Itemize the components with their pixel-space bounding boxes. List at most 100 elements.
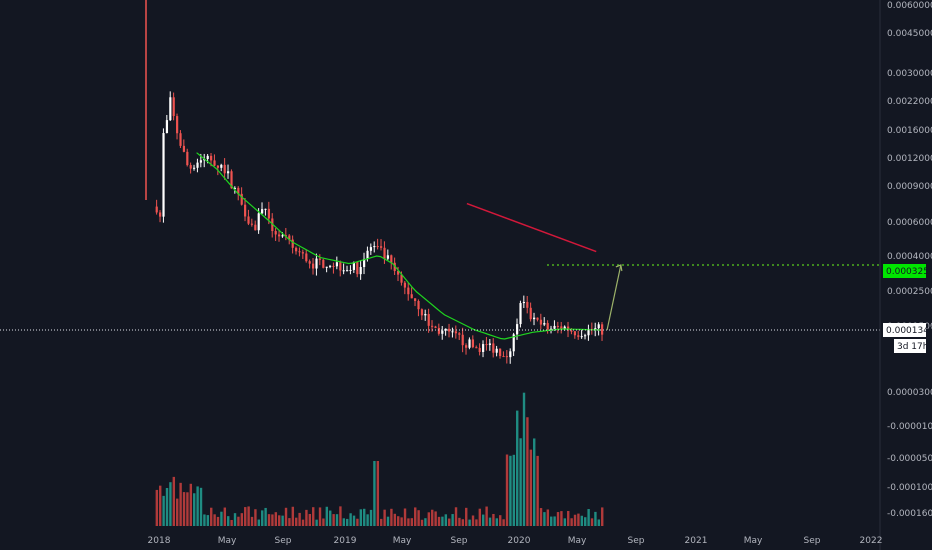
volume-bar bbox=[546, 509, 550, 526]
candle-body bbox=[417, 300, 420, 310]
volume-bar bbox=[346, 518, 349, 526]
candle-body bbox=[482, 344, 485, 352]
time-axis[interactable]: 2018 May Sep 2019 May Sep 2020 May Sep 2021 May Sep… bbox=[148, 536, 883, 546]
volume-bar bbox=[502, 519, 505, 526]
volume-bar bbox=[332, 514, 335, 526]
red-trendline bbox=[466, 202, 597, 253]
candle-body bbox=[522, 301, 526, 304]
candle-body bbox=[342, 270, 345, 272]
volume-bar bbox=[349, 513, 352, 526]
current-price-tag-box bbox=[883, 323, 926, 337]
candle-body bbox=[240, 193, 243, 205]
candle-body bbox=[176, 116, 179, 134]
volume-bar bbox=[264, 507, 267, 526]
candle-body bbox=[488, 343, 492, 345]
candle-body bbox=[254, 224, 257, 231]
volume-bar bbox=[434, 511, 437, 526]
volume-bar bbox=[550, 516, 553, 526]
volume-bar bbox=[250, 516, 254, 526]
volume-bar bbox=[424, 518, 427, 526]
candle-body bbox=[169, 97, 172, 121]
volume-bar bbox=[162, 495, 165, 526]
volume-bar bbox=[257, 519, 261, 526]
volume-bar bbox=[465, 507, 468, 526]
candle-body bbox=[352, 262, 356, 270]
current-price-tag: 0.0001340 3d 17h bbox=[883, 323, 932, 353]
volume-bar bbox=[590, 518, 594, 526]
candle-body bbox=[274, 231, 277, 235]
candle-body bbox=[206, 155, 209, 159]
time-tick-label: Sep bbox=[628, 536, 645, 546]
volume-bar bbox=[553, 516, 556, 526]
candle-body bbox=[349, 269, 352, 271]
price-axis[interactable]: 0.0060000 0.0045000 0.0030000 0.0022000 0.00… bbox=[887, 1, 932, 519]
volume-bar bbox=[560, 511, 563, 526]
candle-body bbox=[220, 164, 223, 168]
volume-bar bbox=[580, 515, 584, 526]
volume-bar bbox=[482, 514, 485, 526]
candle-body bbox=[594, 328, 597, 330]
volume-bar bbox=[570, 518, 573, 526]
candle-body bbox=[223, 164, 226, 174]
volume-bar bbox=[295, 517, 298, 526]
volume-bar bbox=[288, 518, 291, 526]
time-tick-label: 2021 bbox=[685, 536, 708, 546]
volume-bar bbox=[196, 486, 199, 526]
candle-body bbox=[437, 327, 441, 334]
candle-body bbox=[305, 253, 308, 262]
volume-bars bbox=[155, 392, 604, 526]
candle-body bbox=[431, 325, 434, 327]
volume-bar bbox=[390, 508, 393, 526]
volume-bar bbox=[403, 508, 407, 526]
candle-body bbox=[210, 155, 213, 161]
candle-body bbox=[291, 239, 294, 248]
price-tick-label: 0.0009000 bbox=[887, 182, 932, 192]
candle-body bbox=[376, 246, 379, 248]
candle-body bbox=[512, 334, 515, 352]
volume-bar bbox=[155, 489, 159, 526]
candle-body bbox=[383, 247, 386, 259]
countdown-tag-box bbox=[894, 339, 926, 353]
candle-body bbox=[601, 324, 604, 335]
time-tick-label: May bbox=[568, 536, 587, 546]
volume-bar bbox=[471, 515, 475, 526]
volume-bar bbox=[220, 511, 223, 526]
candle-body bbox=[495, 348, 498, 353]
candle-body bbox=[505, 356, 509, 358]
candle-body bbox=[448, 328, 451, 332]
volume-bar bbox=[594, 511, 597, 526]
price-tick-label: 0.0006000 bbox=[887, 218, 932, 228]
volume-bar bbox=[526, 417, 529, 526]
price-tick-label: -0.0000100 bbox=[887, 422, 932, 432]
volume-bar bbox=[308, 513, 312, 526]
volume-bar bbox=[410, 518, 414, 526]
candle-body bbox=[346, 270, 349, 272]
candle-body bbox=[400, 274, 403, 283]
volume-bar bbox=[458, 517, 461, 526]
volume-bar bbox=[227, 516, 230, 526]
volume-bar bbox=[244, 507, 247, 526]
volume-bar bbox=[318, 507, 322, 526]
target-price-tag: 0.0003250 bbox=[883, 264, 932, 278]
time-tick-label: Sep bbox=[451, 536, 468, 546]
volume-bar bbox=[454, 507, 458, 526]
time-tick-label: Sep bbox=[804, 536, 821, 546]
time-tick-label: May bbox=[744, 536, 763, 546]
volume-bar bbox=[587, 509, 590, 526]
candle-body bbox=[529, 307, 532, 320]
candle-body bbox=[434, 326, 437, 328]
volume-bar bbox=[247, 506, 250, 526]
candle-body bbox=[322, 259, 325, 268]
volume-bar bbox=[573, 514, 577, 526]
candle-body bbox=[546, 323, 549, 330]
volume-bar bbox=[322, 518, 325, 526]
candle-body bbox=[492, 343, 495, 353]
volume-bar bbox=[216, 516, 220, 526]
volume-bar bbox=[233, 513, 237, 526]
candle-body bbox=[509, 351, 512, 358]
volume-bar bbox=[414, 507, 417, 526]
candle-body bbox=[312, 263, 315, 269]
price-tick-label: 0.0000300 bbox=[887, 388, 932, 398]
volume-bar bbox=[176, 498, 179, 526]
